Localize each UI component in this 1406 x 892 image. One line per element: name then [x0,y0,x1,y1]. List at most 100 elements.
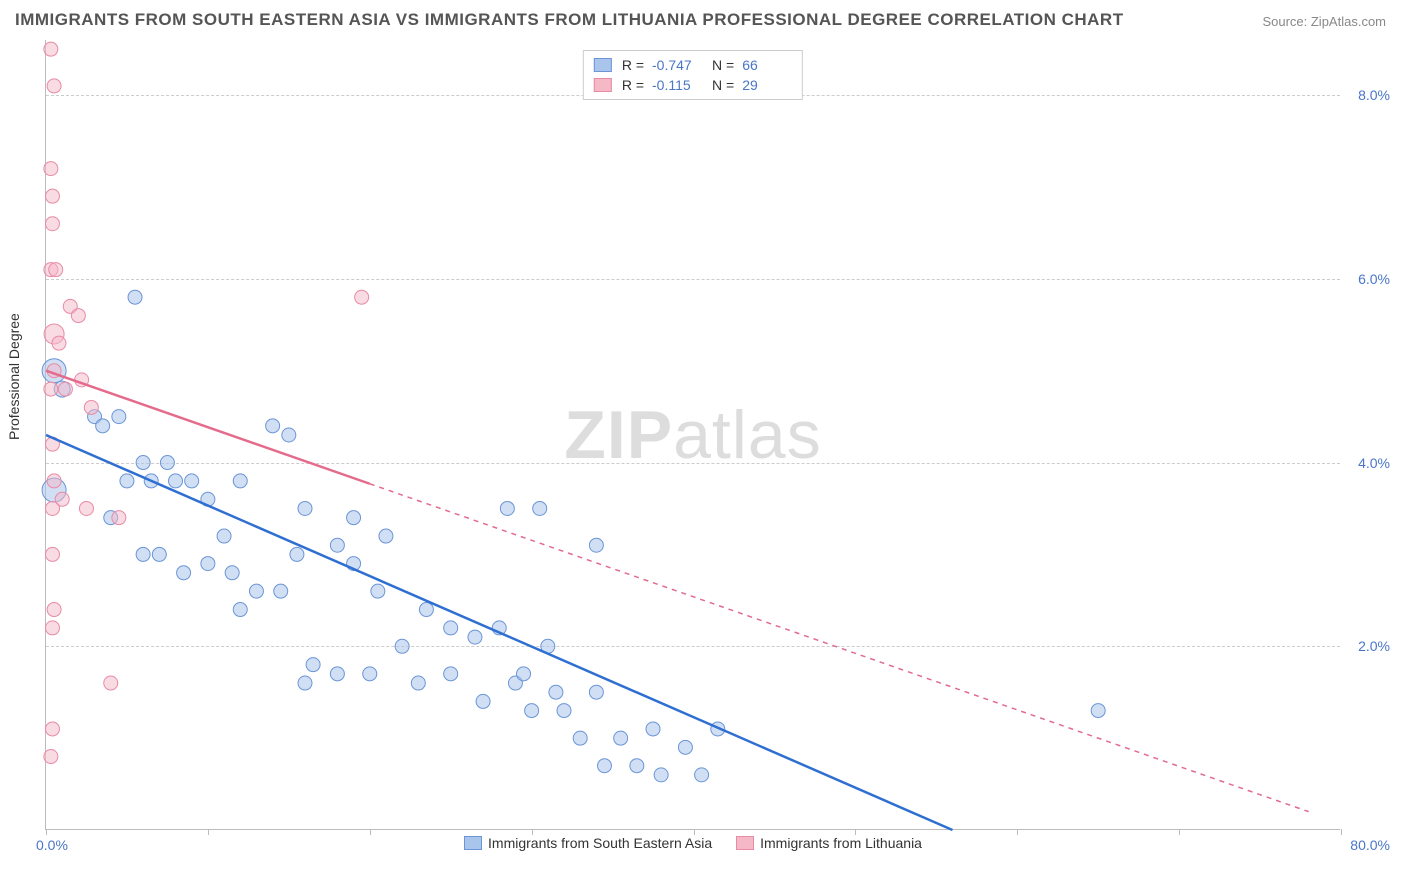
data-point [45,501,59,515]
legend-series-item: Immigrants from Lithuania [736,835,922,851]
data-point [152,547,166,561]
data-point [45,547,59,561]
legend-swatch [736,836,754,850]
data-point [630,759,644,773]
data-point [233,474,247,488]
data-point [274,584,288,598]
data-point [678,740,692,754]
data-point [128,290,142,304]
data-point [614,731,628,745]
data-point [44,750,58,764]
legend-series-label: Immigrants from South Eastern Asia [488,835,712,851]
source-attribution: Source: ZipAtlas.com [1262,14,1386,29]
data-point [104,676,118,690]
data-point [136,456,150,470]
chart-svg [46,40,1340,829]
data-point [136,547,150,561]
data-point [45,217,59,231]
data-point [79,501,93,515]
chart-title: IMMIGRANTS FROM SOUTH EASTERN ASIA VS IM… [15,10,1124,30]
data-point [58,382,72,396]
data-point [201,557,215,571]
data-point [47,603,61,617]
data-point [517,667,531,681]
data-point [695,768,709,782]
data-point [355,290,369,304]
data-point [306,658,320,672]
data-point [557,704,571,718]
data-point [411,676,425,690]
data-point [169,474,183,488]
data-point [71,309,85,323]
data-point [330,538,344,552]
data-point [44,382,58,396]
data-point [266,419,280,433]
data-point [589,685,603,699]
y-tick-label: 2.0% [1358,638,1390,654]
data-point [47,474,61,488]
data-point [654,768,668,782]
data-point [330,667,344,681]
legend-swatch [594,58,612,72]
data-point [217,529,231,543]
trend-line [46,371,370,484]
data-point [589,538,603,552]
legend-swatch [594,78,612,92]
data-point [45,189,59,203]
data-point [444,621,458,635]
data-point [533,501,547,515]
data-point [500,501,514,515]
data-point [44,162,58,176]
data-point [597,759,611,773]
data-point [549,685,563,699]
data-point [290,547,304,561]
data-point [233,603,247,617]
data-point [47,79,61,93]
data-point [476,694,490,708]
data-point [1091,704,1105,718]
data-point [347,511,361,525]
trend-line [46,435,953,830]
data-point [444,667,458,681]
data-point [112,410,126,424]
data-point [468,630,482,644]
data-point [52,336,66,350]
data-point [379,529,393,543]
data-point [298,676,312,690]
data-point [44,42,58,56]
data-point [185,474,199,488]
legend-series-item: Immigrants from South Eastern Asia [464,835,712,851]
y-axis-label: Professional Degree [6,313,22,440]
legend-stat-row: R =-0.747N =66 [594,55,792,75]
data-point [112,511,126,525]
data-point [96,419,110,433]
data-point [249,584,263,598]
legend-series: Immigrants from South Eastern Asia Immigr… [46,835,1340,853]
y-tick-label: 8.0% [1358,87,1390,103]
data-point [573,731,587,745]
data-point [45,621,59,635]
data-point [371,584,385,598]
data-point [45,722,59,736]
y-tick-label: 6.0% [1358,271,1390,287]
data-point [282,428,296,442]
data-point [120,474,134,488]
data-point [525,704,539,718]
legend-stats: R =-0.747N =66R =-0.115N =29 [583,50,803,100]
y-tick-label: 4.0% [1358,455,1390,471]
data-point [298,501,312,515]
data-point [84,400,98,414]
data-point [419,603,433,617]
data-point [646,722,660,736]
data-point [160,456,174,470]
x-axis-max-label: 80.0% [1350,837,1390,853]
data-point [177,566,191,580]
trend-line-dashed [370,484,1309,812]
data-point [363,667,377,681]
data-point [225,566,239,580]
legend-series-label: Immigrants from Lithuania [760,835,922,851]
data-point [395,639,409,653]
plot-area: ZIPatlas 2.0%4.0%6.0%8.0% R =-0.747N =66… [45,40,1340,830]
data-point [49,263,63,277]
legend-stat-row: R =-0.115N =29 [594,75,792,95]
